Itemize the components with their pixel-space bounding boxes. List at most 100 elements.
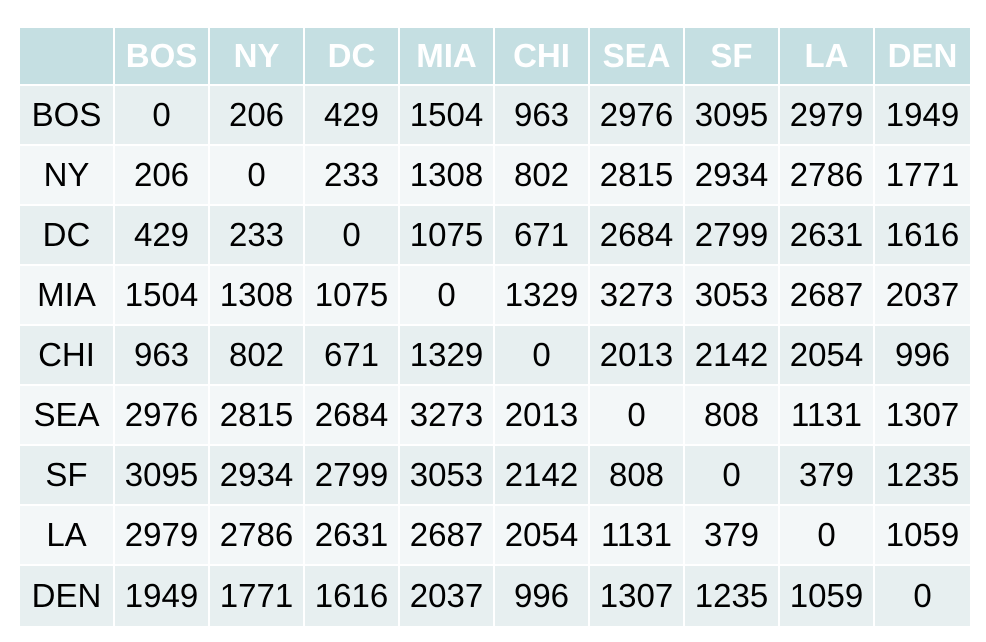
- distance-cell: 206: [210, 86, 305, 146]
- distance-cell: 2815: [590, 146, 685, 206]
- distance-table: BOS NY DC MIA CHI SEA SF LA DEN BOS 0 20…: [20, 28, 970, 626]
- distance-cell: 1307: [875, 386, 970, 446]
- row-label-cell: MIA: [20, 266, 115, 326]
- distance-cell: 2979: [780, 86, 875, 146]
- distance-cell: 2054: [780, 326, 875, 386]
- distance-cell: 1059: [875, 506, 970, 566]
- row-label-cell: NY: [20, 146, 115, 206]
- table-header-row: BOS NY DC MIA CHI SEA SF LA DEN: [20, 28, 970, 86]
- distance-cell: 0: [400, 266, 495, 326]
- row-label-cell: DC: [20, 206, 115, 266]
- distance-cell: 2631: [305, 506, 400, 566]
- distance-cell: 2799: [685, 206, 780, 266]
- distance-cell: 1307: [590, 566, 685, 626]
- distance-cell: 1504: [115, 266, 210, 326]
- distance-cell: 1949: [115, 566, 210, 626]
- header-cell-mia: MIA: [400, 28, 495, 86]
- distance-cell: 802: [210, 326, 305, 386]
- distance-cell: 1075: [305, 266, 400, 326]
- distance-cell: 2976: [115, 386, 210, 446]
- distance-cell: 2013: [590, 326, 685, 386]
- distance-cell: 0: [305, 206, 400, 266]
- table-row: CHI 963 802 671 1329 0 2013 2142 2054 99…: [20, 326, 970, 386]
- distance-cell: 0: [780, 506, 875, 566]
- distance-cell: 2687: [780, 266, 875, 326]
- distance-cell: 0: [685, 446, 780, 506]
- distance-cell: 1949: [875, 86, 970, 146]
- table-row: NY 206 0 233 1308 802 2815 2934 2786 177…: [20, 146, 970, 206]
- distance-cell: 2037: [400, 566, 495, 626]
- distance-cell: 2799: [305, 446, 400, 506]
- distance-cell: 1771: [210, 566, 305, 626]
- distance-cell: 2976: [590, 86, 685, 146]
- distance-cell: 429: [305, 86, 400, 146]
- distance-cell: 1235: [685, 566, 780, 626]
- table-row: DC 429 233 0 1075 671 2684 2799 2631 161…: [20, 206, 970, 266]
- distance-cell: 1308: [210, 266, 305, 326]
- distance-cell: 2054: [495, 506, 590, 566]
- distance-cell: 996: [875, 326, 970, 386]
- distance-cell: 1131: [590, 506, 685, 566]
- row-label-cell: SEA: [20, 386, 115, 446]
- distance-cell: 2979: [115, 506, 210, 566]
- distance-cell: 0: [210, 146, 305, 206]
- header-cell-sf: SF: [685, 28, 780, 86]
- row-label-cell: BOS: [20, 86, 115, 146]
- table-row: DEN 1949 1771 1616 2037 996 1307 1235 10…: [20, 566, 970, 626]
- table-row: MIA 1504 1308 1075 0 1329 3273 3053 2687…: [20, 266, 970, 326]
- table-row: LA 2979 2786 2631 2687 2054 1131 379 0 1…: [20, 506, 970, 566]
- distance-cell: 3053: [400, 446, 495, 506]
- row-label-cell: SF: [20, 446, 115, 506]
- distance-cell: 3095: [115, 446, 210, 506]
- distance-cell: 671: [305, 326, 400, 386]
- distance-cell: 2142: [495, 446, 590, 506]
- table-row: SF 3095 2934 2799 3053 2142 808 0 379 12…: [20, 446, 970, 506]
- distance-cell: 996: [495, 566, 590, 626]
- distance-cell: 206: [115, 146, 210, 206]
- header-cell-ny: NY: [210, 28, 305, 86]
- distance-cell: 2013: [495, 386, 590, 446]
- distance-cell: 1771: [875, 146, 970, 206]
- distance-cell: 2684: [590, 206, 685, 266]
- distance-cell: 3273: [590, 266, 685, 326]
- row-label-cell: LA: [20, 506, 115, 566]
- row-label-cell: CHI: [20, 326, 115, 386]
- distance-cell: 2631: [780, 206, 875, 266]
- distance-cell: 1308: [400, 146, 495, 206]
- distance-cell: 2934: [685, 146, 780, 206]
- distance-cell: 1329: [495, 266, 590, 326]
- distance-cell: 802: [495, 146, 590, 206]
- distance-cell: 3095: [685, 86, 780, 146]
- table-row: BOS 0 206 429 1504 963 2976 3095 2979 19…: [20, 86, 970, 146]
- header-cell-corner: [20, 28, 115, 86]
- distance-cell: 2037: [875, 266, 970, 326]
- header-cell-bos: BOS: [115, 28, 210, 86]
- distance-cell: 808: [685, 386, 780, 446]
- header-cell-dc: DC: [305, 28, 400, 86]
- distance-cell: 1075: [400, 206, 495, 266]
- distance-cell: 1504: [400, 86, 495, 146]
- header-cell-sea: SEA: [590, 28, 685, 86]
- distance-cell: 1131: [780, 386, 875, 446]
- distance-cell: 3053: [685, 266, 780, 326]
- distance-cell: 379: [780, 446, 875, 506]
- distance-cell: 808: [590, 446, 685, 506]
- distance-cell: 429: [115, 206, 210, 266]
- distance-cell: 963: [115, 326, 210, 386]
- distance-cell: 2687: [400, 506, 495, 566]
- distance-cell: 3273: [400, 386, 495, 446]
- distance-cell: 671: [495, 206, 590, 266]
- distance-cell: 1616: [305, 566, 400, 626]
- distance-cell: 2815: [210, 386, 305, 446]
- distance-cell: 2786: [780, 146, 875, 206]
- distance-cell: 1235: [875, 446, 970, 506]
- table-row: SEA 2976 2815 2684 3273 2013 0 808 1131 …: [20, 386, 970, 446]
- distance-cell: 379: [685, 506, 780, 566]
- header-cell-la: LA: [780, 28, 875, 86]
- distance-cell: 963: [495, 86, 590, 146]
- distance-cell: 1329: [400, 326, 495, 386]
- distance-cell: 233: [305, 146, 400, 206]
- distance-cell: 0: [115, 86, 210, 146]
- header-cell-den: DEN: [875, 28, 970, 86]
- distance-cell: 0: [495, 326, 590, 386]
